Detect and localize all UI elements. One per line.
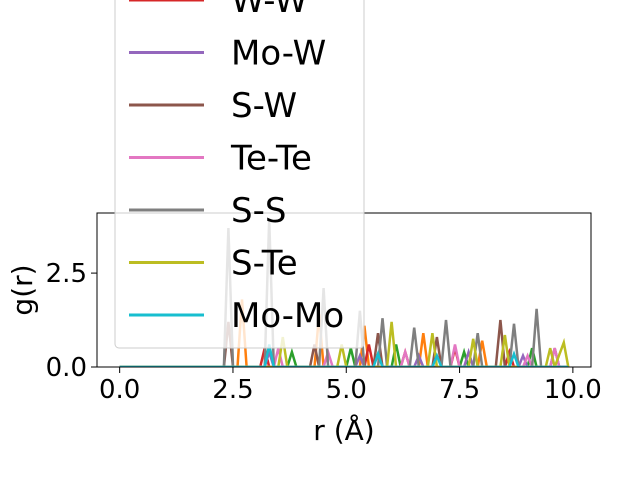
legend-label: Mo-Mo <box>231 296 344 336</box>
x-tick-label: 2.5 <box>212 375 253 405</box>
y-axis-ticks: 0.0 2.5 <box>46 259 97 383</box>
series-line-6 <box>119 321 570 367</box>
y-axis-label: g(r) <box>6 264 39 315</box>
x-axis-ticks: 0.0 2.5 5.0 7.5 10.0 <box>99 367 602 405</box>
x-tick-label: 7.5 <box>439 375 480 405</box>
y-tick-label: 2.5 <box>46 259 87 289</box>
legend-label: W-W <box>231 0 308 21</box>
legend-label: S-S <box>231 191 286 231</box>
legend-label: Mo-W <box>231 34 326 74</box>
x-tick-label: 5.0 <box>326 375 367 405</box>
legend: W-W Mo-W S-W Te-Te S-S S-Te Mo-Mo <box>114 0 365 349</box>
legend-label: S-Te <box>231 244 298 284</box>
legend-box <box>114 0 365 349</box>
x-tick-label: 10.0 <box>544 375 602 405</box>
x-axis-label: r (Å) <box>313 413 374 447</box>
y-tick-label: 0.0 <box>46 353 87 383</box>
legend-label: S-W <box>231 86 297 126</box>
x-tick-label: 0.0 <box>99 375 140 405</box>
legend-label: Te-Te <box>230 139 312 179</box>
